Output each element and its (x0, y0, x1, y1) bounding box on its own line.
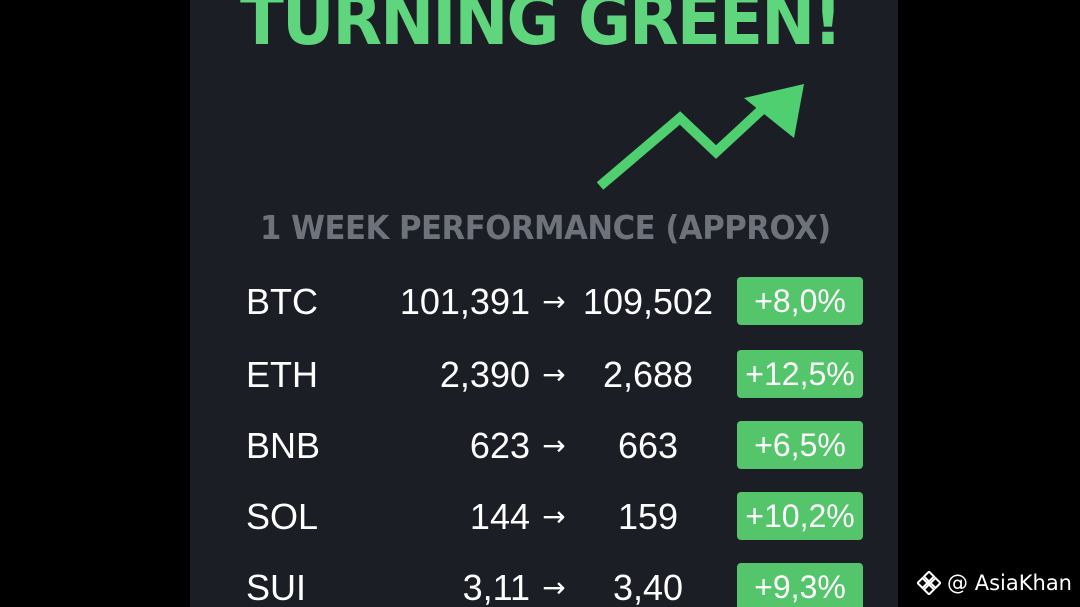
change-badge: +6,5% (737, 421, 863, 469)
coin-symbol: BTC (246, 281, 318, 322)
start-price: 144 (469, 496, 530, 537)
start-price: 101,391 (399, 281, 530, 322)
start-price: 2,390 (439, 354, 530, 395)
binance-logo-icon (917, 571, 942, 595)
table-row: SOL 144 → 159 +10,2% (190, 492, 898, 542)
coin-symbol: BNB (246, 425, 321, 466)
watermark-handle: @ AsiaKhan (947, 571, 1072, 595)
coin-symbol: SOL (246, 496, 319, 537)
end-price: 109,502 (582, 281, 714, 322)
table-row: ETH 2,390 → 2,688 +12,5% (190, 350, 898, 400)
table-row: BTC 101,391 → 109,502 +8,0% (190, 277, 898, 327)
section-subtitle: 1 WEEK PERFORMANCE (APPROX) (260, 208, 831, 247)
change-badge: +8,0% (737, 277, 863, 325)
content-panel: TURNING GREEN! 1 WEEK PERFORMANCE (APPRO… (190, 0, 898, 607)
coin-symbol: SUI (246, 567, 307, 607)
coin-symbol: ETH (246, 354, 318, 395)
arrow-right-icon: → (542, 429, 566, 462)
table-row: BNB 623 → 663 +6,5% (190, 421, 898, 471)
end-price: 663 (617, 425, 679, 466)
change-badge: +12,5% (737, 350, 863, 398)
headline: TURNING GREEN! (240, 0, 843, 61)
table-row: SUI 3,11 → 3,40 +9,3% (190, 563, 898, 607)
end-price: 2,688 (602, 354, 694, 395)
start-price: 3,11 (462, 567, 530, 607)
change-badge: +9,3% (737, 563, 863, 607)
end-price: 159 (617, 496, 679, 537)
start-price: 623 (469, 425, 530, 466)
arrow-right-icon: → (542, 571, 566, 604)
trend-up-arrow-icon (596, 84, 804, 190)
arrow-right-icon: → (542, 285, 566, 318)
arrow-right-icon: → (542, 500, 566, 533)
watermark: @ AsiaKhan (917, 571, 1072, 595)
end-price: 3,40 (612, 567, 684, 607)
change-badge: +10,2% (737, 492, 863, 540)
arrow-right-icon: → (542, 358, 566, 391)
